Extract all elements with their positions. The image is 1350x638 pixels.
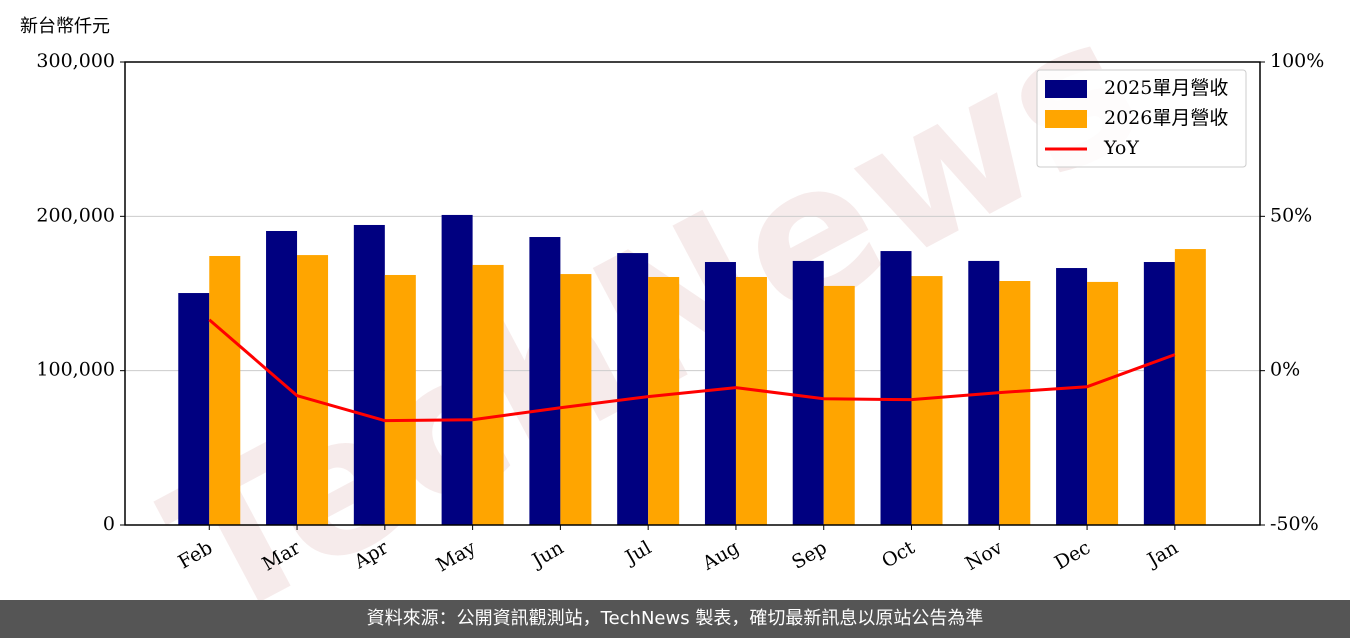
bar: [209, 255, 241, 525]
bar: [472, 264, 504, 525]
bar: [178, 293, 210, 525]
chart: 新台幣仟元 TechNews0100,000200,000300,000-50%…: [20, 0, 1324, 600]
bar: [384, 274, 416, 525]
bar: [1056, 268, 1088, 525]
bar: [529, 237, 561, 525]
x-tick-label: Jun: [527, 537, 568, 573]
bar: [1143, 262, 1175, 525]
legend-swatch: [1045, 80, 1087, 98]
y2-tick-label: 100%: [1270, 50, 1324, 72]
x-tick-label: Oct: [878, 536, 919, 572]
x-tick-label: Nov: [962, 536, 1007, 575]
y-tick-label: 100,000: [36, 359, 115, 381]
bar: [1174, 249, 1206, 525]
bar: [297, 255, 329, 526]
bar: [704, 262, 736, 525]
legend: 2025單月營收 2026單月營收 YoY: [1036, 69, 1247, 168]
bar: [560, 274, 592, 525]
bar: [823, 285, 855, 525]
legend-label: 2025單月營收: [1104, 77, 1228, 99]
legend-label: 2026單月營收: [1104, 107, 1228, 129]
bar: [353, 224, 385, 525]
y-tick-label: 300,000: [36, 50, 115, 72]
x-tick-label: Sep: [788, 537, 831, 574]
y2-tick-label: -50%: [1270, 513, 1319, 535]
x-tick-label: Jul: [620, 537, 655, 570]
legend-label: YoY: [1103, 137, 1139, 159]
bar: [1087, 281, 1119, 525]
x-tick-label: Jan: [1142, 537, 1182, 573]
legend-box: [1036, 69, 1247, 168]
bar: [266, 230, 298, 525]
bar: [648, 276, 680, 525]
y-tick-label: 0: [103, 513, 115, 535]
bar: [880, 251, 912, 525]
y-tick-label: 200,000: [36, 204, 115, 226]
footer: 資料來源：公開資訊觀測站，TechNews 製表，確切最新訊息以原站公告為準: [0, 600, 1350, 638]
y2-tick-label: 0%: [1270, 359, 1300, 381]
x-tick-label: Dec: [1051, 537, 1094, 575]
legend-swatch: [1045, 110, 1087, 128]
bar: [617, 253, 649, 525]
plot-frame: [124, 61, 1261, 526]
bar: [999, 280, 1031, 525]
bar: [441, 214, 473, 525]
line: [208, 318, 1176, 423]
x-tick-label: Aug: [698, 537, 743, 576]
bar: [735, 276, 767, 525]
y-axis-label: 新台幣仟元: [20, 16, 110, 37]
y2-tick-label: 50%: [1270, 204, 1312, 226]
bar: [792, 260, 824, 525]
